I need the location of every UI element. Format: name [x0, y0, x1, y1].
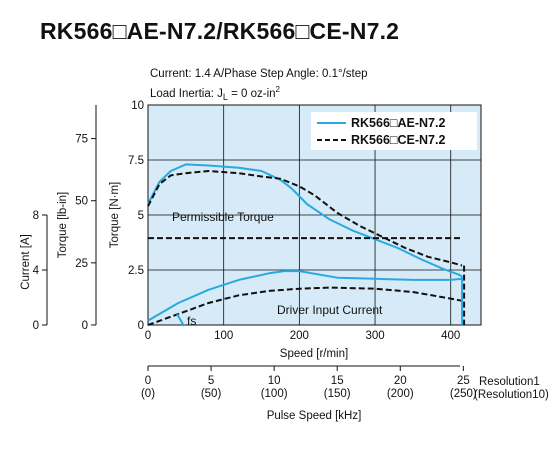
y3-tick-label: 0 [33, 320, 39, 332]
y-axis-title-current: Current [A] [20, 234, 32, 290]
series-line-3 [147, 270, 463, 322]
y-tick-label: 2.5 [128, 265, 144, 277]
y2-tick-label: 25 [75, 258, 88, 270]
chart-title: RK566□AE-N7.2/RK566□CE-N7.2 [40, 18, 400, 44]
condition-subscript: L [222, 92, 228, 103]
y2-tick-label: 50 [75, 196, 88, 208]
fs-label: fs [187, 314, 196, 328]
condition-load-inertia: Load Inertia: J [150, 87, 223, 100]
permissible-torque-label: Permissible Torque [172, 210, 274, 224]
x-axis-title: Speed [r/min] [280, 348, 348, 360]
x-tick-label: 100 [214, 330, 233, 342]
y3-tick-label: 4 [33, 265, 40, 277]
condition-superscript: 2 [275, 85, 280, 94]
pulse-tick-label-res10: (250) [450, 388, 477, 400]
y-tick-label: 7.5 [128, 155, 144, 167]
pulse-tick-label: 25 [457, 375, 470, 387]
pulse-tick-label-res10: (150) [324, 388, 351, 400]
pulse-tick-label: 20 [394, 375, 407, 387]
legend-label-ae: RK566□AE-N7.2 [351, 116, 445, 130]
pulse-tick-label: 15 [331, 375, 344, 387]
x-tick-label: 400 [441, 330, 460, 342]
series-line-4 [147, 286, 463, 326]
condition-line-2: Load Inertia: JL = 0 oz-in2 [150, 85, 280, 102]
resolution10-label: (Resolution10) [474, 389, 549, 401]
pulse-tick-label-res10: (200) [387, 388, 414, 400]
y-axis-title-lbin: Torque [lb-in] [57, 192, 69, 258]
x-tick-label: 300 [365, 330, 384, 342]
y-tick-label: 5 [138, 210, 144, 222]
pulse-tick-label-res10: (0) [141, 388, 155, 400]
pulse-tick-label: 10 [268, 375, 281, 387]
legend-label-ce: RK566□CE-N7.2 [351, 133, 445, 147]
y2-tick-label: 0 [82, 320, 88, 332]
legend-box [311, 112, 477, 150]
series-line-1 [147, 170, 463, 267]
pulse-tick-label: 0 [145, 375, 151, 387]
fs-marker [176, 313, 185, 327]
x-tick-label: 0 [145, 330, 151, 342]
series-line-0 [147, 163, 463, 278]
y2-tick-label: 75 [75, 134, 88, 146]
series-group [147, 163, 466, 326]
driver-input-current-label: Driver Input Current [277, 303, 383, 317]
y3-tick-label: 8 [33, 210, 39, 222]
resolution1-label: Resolution1 [479, 376, 540, 388]
pulse-tick-label-res10: (100) [261, 388, 288, 400]
condition-value: = 0 oz-in [227, 87, 276, 100]
pulse-axis-title: Pulse Speed [kHz] [267, 410, 362, 422]
x-tick-label: 200 [290, 330, 309, 342]
y-axis-title-nm: Torque [N·m] [109, 182, 121, 248]
pulse-axis-ticks: 0(0) 5(50) 10(100) 15(150) 20(200) 25(250) [141, 366, 477, 400]
pulse-tick-label-res10: (50) [201, 388, 222, 400]
pulse-tick-label: 5 [208, 375, 214, 387]
condition-line-1: Current: 1.4 A/Phase Step Angle: 0.1°/st… [150, 68, 368, 80]
y-tick-label: 0 [138, 320, 144, 332]
y-tick-label: 10 [131, 100, 144, 112]
